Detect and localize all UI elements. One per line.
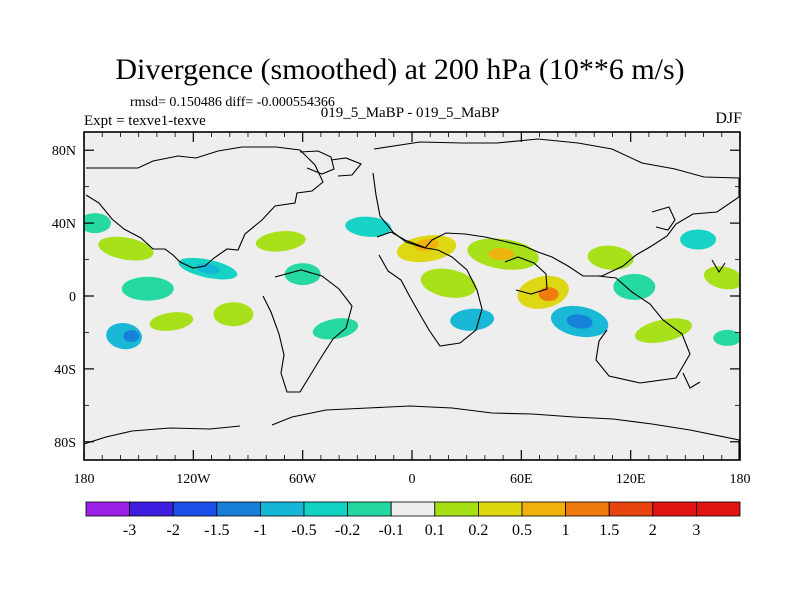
colorbar-swatch-3 xyxy=(216,501,261,517)
field-core-africa xyxy=(414,238,439,252)
field-patch-yellow-atlantic xyxy=(255,231,306,252)
colorbar-label-1: -2 xyxy=(167,522,180,539)
x-tick-label-5: 120E xyxy=(616,472,646,487)
colorbar-label-0: -3 xyxy=(123,522,136,539)
coastline-12 xyxy=(330,157,362,177)
field-patch-yellow-australia xyxy=(635,318,692,343)
field-patch-green-asia xyxy=(613,273,656,300)
y-tick-label-0: 80N xyxy=(52,144,76,159)
coastline-1 xyxy=(85,146,324,269)
season-label: DJF xyxy=(715,110,742,127)
field-patch-yellow-asia xyxy=(587,245,634,270)
coastline-3 xyxy=(372,138,740,277)
x-tick-label-6: 180 xyxy=(730,472,751,487)
colorbar-swatch-14 xyxy=(696,501,741,517)
coastline-6 xyxy=(595,275,691,384)
x-tick-label-4: 60E xyxy=(510,472,533,487)
colorbar-swatch-8 xyxy=(434,501,479,517)
colorbar-swatch-2 xyxy=(172,501,218,517)
colorbar-label-13: 3 xyxy=(692,522,700,539)
field-patch-green-dateline xyxy=(713,329,740,346)
colorbar-swatch-6 xyxy=(347,501,392,517)
colorbar-label-2: -1.5 xyxy=(204,522,229,539)
field-core-ocean xyxy=(538,287,559,302)
coastline-2 xyxy=(262,269,353,393)
y-tick-label-3: 40S xyxy=(54,363,76,378)
y-tick-label-4: 80S xyxy=(54,436,76,451)
field-patch-yellow-africa xyxy=(420,268,477,298)
field-patch-green-pacific xyxy=(121,276,174,301)
field-core-ocean-blue xyxy=(566,314,593,329)
colorbar-swatch-9 xyxy=(477,501,523,517)
colorbar-label-9: 0.5 xyxy=(512,522,532,539)
colorbar-label-12: 2 xyxy=(649,522,657,539)
coastline-9 xyxy=(711,259,726,274)
x-tick-label-0: 180 xyxy=(74,472,95,487)
axis-layer: 180 120W 60W 0 60E 120E 180 80N 40N 0 40S 80S xyxy=(52,131,751,487)
colorbar-swatch-12 xyxy=(608,501,654,517)
colorbar-swatch-0 xyxy=(85,501,130,517)
comparison-label: 019_5_MaBP - 019_5_MaBP xyxy=(320,105,500,121)
coastline-8 xyxy=(651,206,676,231)
colorbar-swatch-5 xyxy=(303,501,348,517)
field-patch-yellow-pacific xyxy=(149,312,194,331)
colorbar-label-11: 1.5 xyxy=(599,522,619,539)
colorbar-swatch-4 xyxy=(259,501,305,517)
coastline-4 xyxy=(376,231,483,347)
field-core-pacific-blue xyxy=(123,330,140,343)
field-patch-yellow-eastern xyxy=(213,302,254,327)
coastline-group xyxy=(84,138,740,460)
y-tick-label-1: 40N xyxy=(52,217,76,232)
chart-title: Divergence (smoothed) at 200 hPa (10**6 … xyxy=(115,53,685,86)
colorbar-label-6: -0.1 xyxy=(379,522,404,539)
field-patch-cyan-north xyxy=(345,216,392,237)
field-patch-cyan-eastasia xyxy=(680,229,717,250)
colorbar-label-3: -1 xyxy=(254,522,267,539)
field-patch-green-west xyxy=(84,213,111,234)
colorbar-swatch-13 xyxy=(652,501,697,517)
colorbar-swatch-10 xyxy=(521,501,566,517)
stats-line: rmsd= 0.150486 diff= -0.000554366 xyxy=(130,95,335,110)
coastline-5 xyxy=(504,256,548,295)
coastline-7 xyxy=(682,372,701,389)
x-tick-label-2: 60W xyxy=(289,472,317,487)
field-patch-yellow-west xyxy=(98,236,154,261)
colorbar-layer: -3 -2 -1.5 -1 -0.5 -0.2 -0.1 0.1 0.2 0.5 1 1.5 2 3 xyxy=(85,501,741,539)
colorbar-label-10: 1 xyxy=(562,522,570,539)
colorbar-label-8: 0.2 xyxy=(468,522,488,539)
colorbar-label-4: -0.5 xyxy=(291,522,316,539)
coastline-11 xyxy=(299,150,335,175)
field-patch-cyan-africa xyxy=(450,308,495,331)
plot-layer xyxy=(84,132,740,460)
colorbar-swatch-11 xyxy=(565,501,610,517)
x-tick-label-1: 120W xyxy=(176,472,211,487)
colorbar-swatch-7 xyxy=(390,501,436,517)
field-patch-green-atlantic xyxy=(284,263,321,286)
colorbar-swatch-1 xyxy=(129,501,174,517)
x-tick-label-3: 0 xyxy=(409,472,416,487)
field-patch-yellow-dateline xyxy=(703,266,740,290)
colorbar-label-7: 0.1 xyxy=(425,522,445,539)
coastline-10 xyxy=(84,405,740,460)
field-core-mideast xyxy=(488,248,515,261)
y-tick-label-2: 0 xyxy=(69,290,76,305)
colorbar-label-5: -0.2 xyxy=(335,522,360,539)
experiment-label: Expt = texve1-texve xyxy=(84,113,206,129)
